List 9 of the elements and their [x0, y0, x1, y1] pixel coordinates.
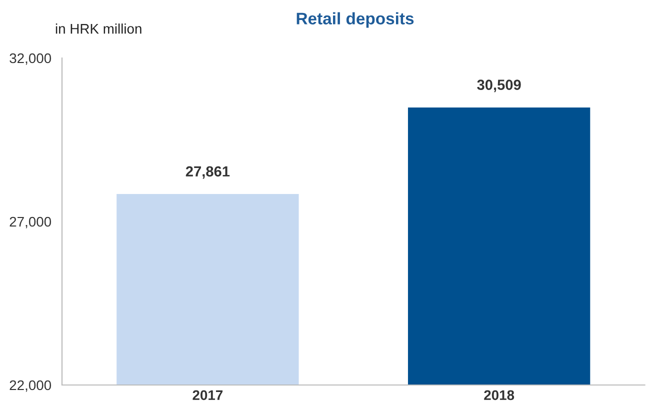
y-tick-label: 27,000 — [10, 216, 52, 228]
x-tick-label: 2017 — [192, 390, 223, 400]
x-tick-label: 2018 — [484, 390, 514, 400]
y-tick-label: 22,000 — [10, 380, 52, 392]
data-label: 27,861 — [186, 166, 230, 179]
data-label: 30,509 — [477, 80, 521, 92]
chart-title: Retail deposits — [296, 12, 414, 28]
y-axis-title: in HRK million — [56, 24, 142, 34]
y-tick-label: 32,000 — [10, 53, 52, 65]
